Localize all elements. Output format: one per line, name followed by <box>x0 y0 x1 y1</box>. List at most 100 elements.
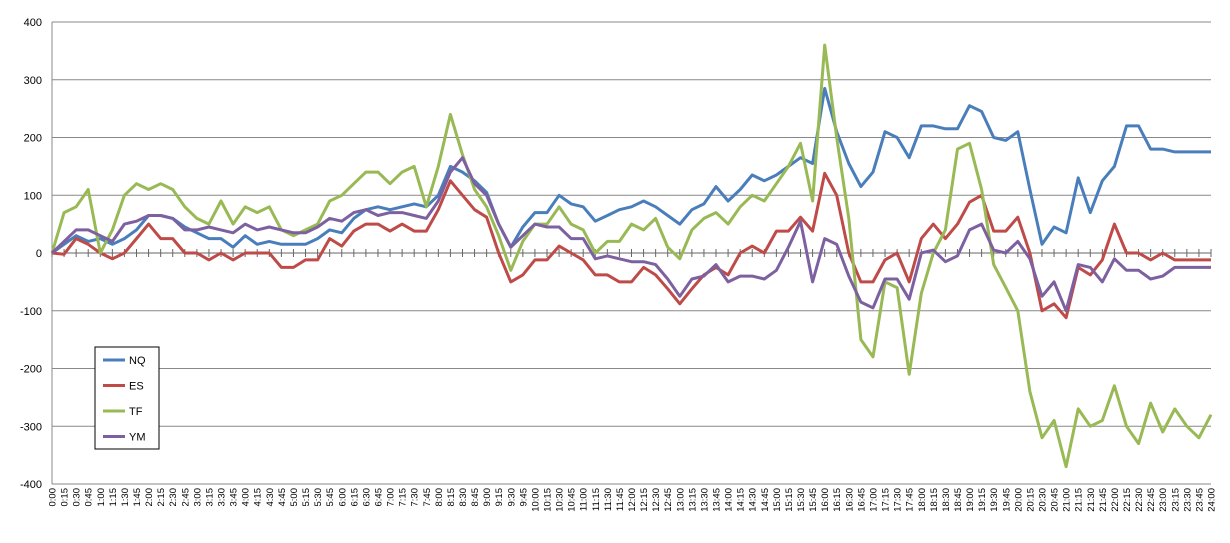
x-tick-label: 15:15 <box>784 488 795 512</box>
x-tick-label: 3:45 <box>229 488 240 507</box>
x-tick-label: 17:00 <box>868 488 879 512</box>
x-tick-label: 21:00 <box>1062 488 1073 512</box>
legend-label-tf: TF <box>129 406 143 418</box>
y-tick-label: 200 <box>24 133 42 145</box>
x-tick-label: 24:00 <box>1207 488 1218 512</box>
x-tick-label: 12:15 <box>639 488 650 512</box>
x-tick-label: 1:30 <box>120 488 131 507</box>
x-tick-label: 18:15 <box>929 488 940 512</box>
x-tick-label: 16:00 <box>820 488 831 512</box>
x-tick-label: 4:15 <box>253 488 264 507</box>
x-tick-label: 23:45 <box>1194 488 1205 512</box>
x-tick-label: 0:00 <box>48 488 59 507</box>
x-tick-label: 7:30 <box>410 488 421 507</box>
x-tick-label: 21:30 <box>1086 488 1097 512</box>
x-tick-label: 8:00 <box>434 488 445 507</box>
x-tick-label: 19:15 <box>977 488 988 512</box>
x-tick-label: 20:30 <box>1037 488 1048 512</box>
x-tick-label: 10:15 <box>542 488 553 512</box>
x-tick-label: 4:30 <box>265 488 276 507</box>
y-tick-label: -100 <box>20 306 42 318</box>
legend: NQ ES TF YM <box>94 346 160 450</box>
x-tick-label: 20:45 <box>1050 488 1061 512</box>
series-lines <box>50 43 1213 469</box>
legend-label-ym: YM <box>129 432 146 444</box>
x-tick-label: 18:30 <box>941 488 952 512</box>
y-tick-label: 100 <box>24 190 42 202</box>
x-tick-label: 8:15 <box>446 488 457 507</box>
x-tick-label: 19:00 <box>965 488 976 512</box>
x-tick-label: 2:45 <box>180 488 191 507</box>
x-tick-label: 5:30 <box>313 488 324 507</box>
x-tick-label: 22:00 <box>1110 488 1121 512</box>
x-tick-label: 17:45 <box>905 488 916 512</box>
x-tick-label: 17:30 <box>893 488 904 512</box>
x-tick-label: 9:45 <box>518 488 529 507</box>
x-tick-label: 1:15 <box>108 488 119 507</box>
x-tick-label: 23:30 <box>1182 488 1193 512</box>
x-tick-label: 6:15 <box>349 488 360 507</box>
legend-label-nq: NQ <box>129 355 146 367</box>
x-tick-label: 14:45 <box>760 488 771 512</box>
x-tick-label: 21:45 <box>1098 488 1109 512</box>
x-tick-label: 20:15 <box>1025 488 1036 512</box>
x-axis: 0:00 0:15 0:30 0:45 1:00 1:15 1:30 1:45 2:00 2:15… <box>48 249 1218 512</box>
x-tick-label: 7:15 <box>398 488 409 507</box>
x-tick-label: 9:15 <box>494 488 505 507</box>
x-tick-label: 11:45 <box>615 488 626 511</box>
y-tick-label: -200 <box>20 364 42 376</box>
x-tick-label: 0:15 <box>60 488 71 507</box>
x-tick-label: 0:45 <box>84 488 95 507</box>
x-tick-label: 16:45 <box>856 488 867 512</box>
x-tick-label: 6:00 <box>337 488 348 507</box>
x-tick-label: 7:00 <box>386 488 397 507</box>
x-tick-label: 19:30 <box>989 488 1000 512</box>
x-tick-label: 14:30 <box>748 488 759 512</box>
x-tick-label: 14:15 <box>736 488 747 512</box>
x-tick-label: 3:15 <box>204 488 215 507</box>
x-tick-label: 5:45 <box>325 488 336 507</box>
y-tick-label: -400 <box>20 479 42 491</box>
x-tick-label: 21:15 <box>1074 488 1085 512</box>
x-tick-label: 20:00 <box>1013 488 1024 512</box>
series-line-ym <box>50 156 1211 313</box>
x-tick-label: 8:30 <box>458 488 469 507</box>
x-tick-label: 11:15 <box>591 488 602 511</box>
x-tick-label: 23:15 <box>1170 488 1181 512</box>
x-tick-label: 22:45 <box>1146 488 1157 512</box>
x-tick-label: 13:15 <box>687 488 698 512</box>
x-tick-label: 10:30 <box>555 488 566 512</box>
x-tick-label: 9:00 <box>482 488 493 507</box>
legend-box <box>94 346 160 450</box>
x-tick-label: 23:00 <box>1158 488 1169 512</box>
legend-label-es: ES <box>129 381 144 393</box>
x-tick-label: 1:45 <box>132 488 143 507</box>
x-tick-label: 15:45 <box>808 488 819 512</box>
x-tick-label: 19:45 <box>1001 488 1012 512</box>
x-tick-label: 4:00 <box>241 488 252 507</box>
x-tick-label: 2:30 <box>168 488 179 507</box>
x-tick-label: 11:00 <box>579 488 590 511</box>
x-tick-label: 1:00 <box>96 488 107 507</box>
x-tick-label: 13:45 <box>712 488 723 512</box>
x-tick-label: 4:45 <box>277 488 288 507</box>
x-tick-label: 13:30 <box>699 488 710 512</box>
x-tick-label: 3:30 <box>217 488 228 507</box>
y-tick-label: 400 <box>24 17 42 29</box>
x-tick-label: 12:00 <box>627 488 638 512</box>
x-tick-label: 2:00 <box>144 488 155 507</box>
x-tick-label: 22:15 <box>1122 488 1133 512</box>
x-tick-label: 6:45 <box>373 488 384 507</box>
y-tick-label: 300 <box>24 75 42 87</box>
x-tick-label: 10:00 <box>530 488 541 512</box>
x-tick-label: 0:30 <box>72 488 83 507</box>
x-tick-label: 5:15 <box>301 488 312 507</box>
x-tick-label: 14:00 <box>724 488 735 512</box>
x-tick-label: 12:45 <box>663 488 674 512</box>
x-tick-label: 13:00 <box>675 488 686 512</box>
y-tick-label: 0 <box>36 248 42 260</box>
x-tick-label: 10:45 <box>567 488 578 512</box>
x-tick-label: 15:30 <box>796 488 807 512</box>
x-tick-label: 18:00 <box>917 488 928 512</box>
